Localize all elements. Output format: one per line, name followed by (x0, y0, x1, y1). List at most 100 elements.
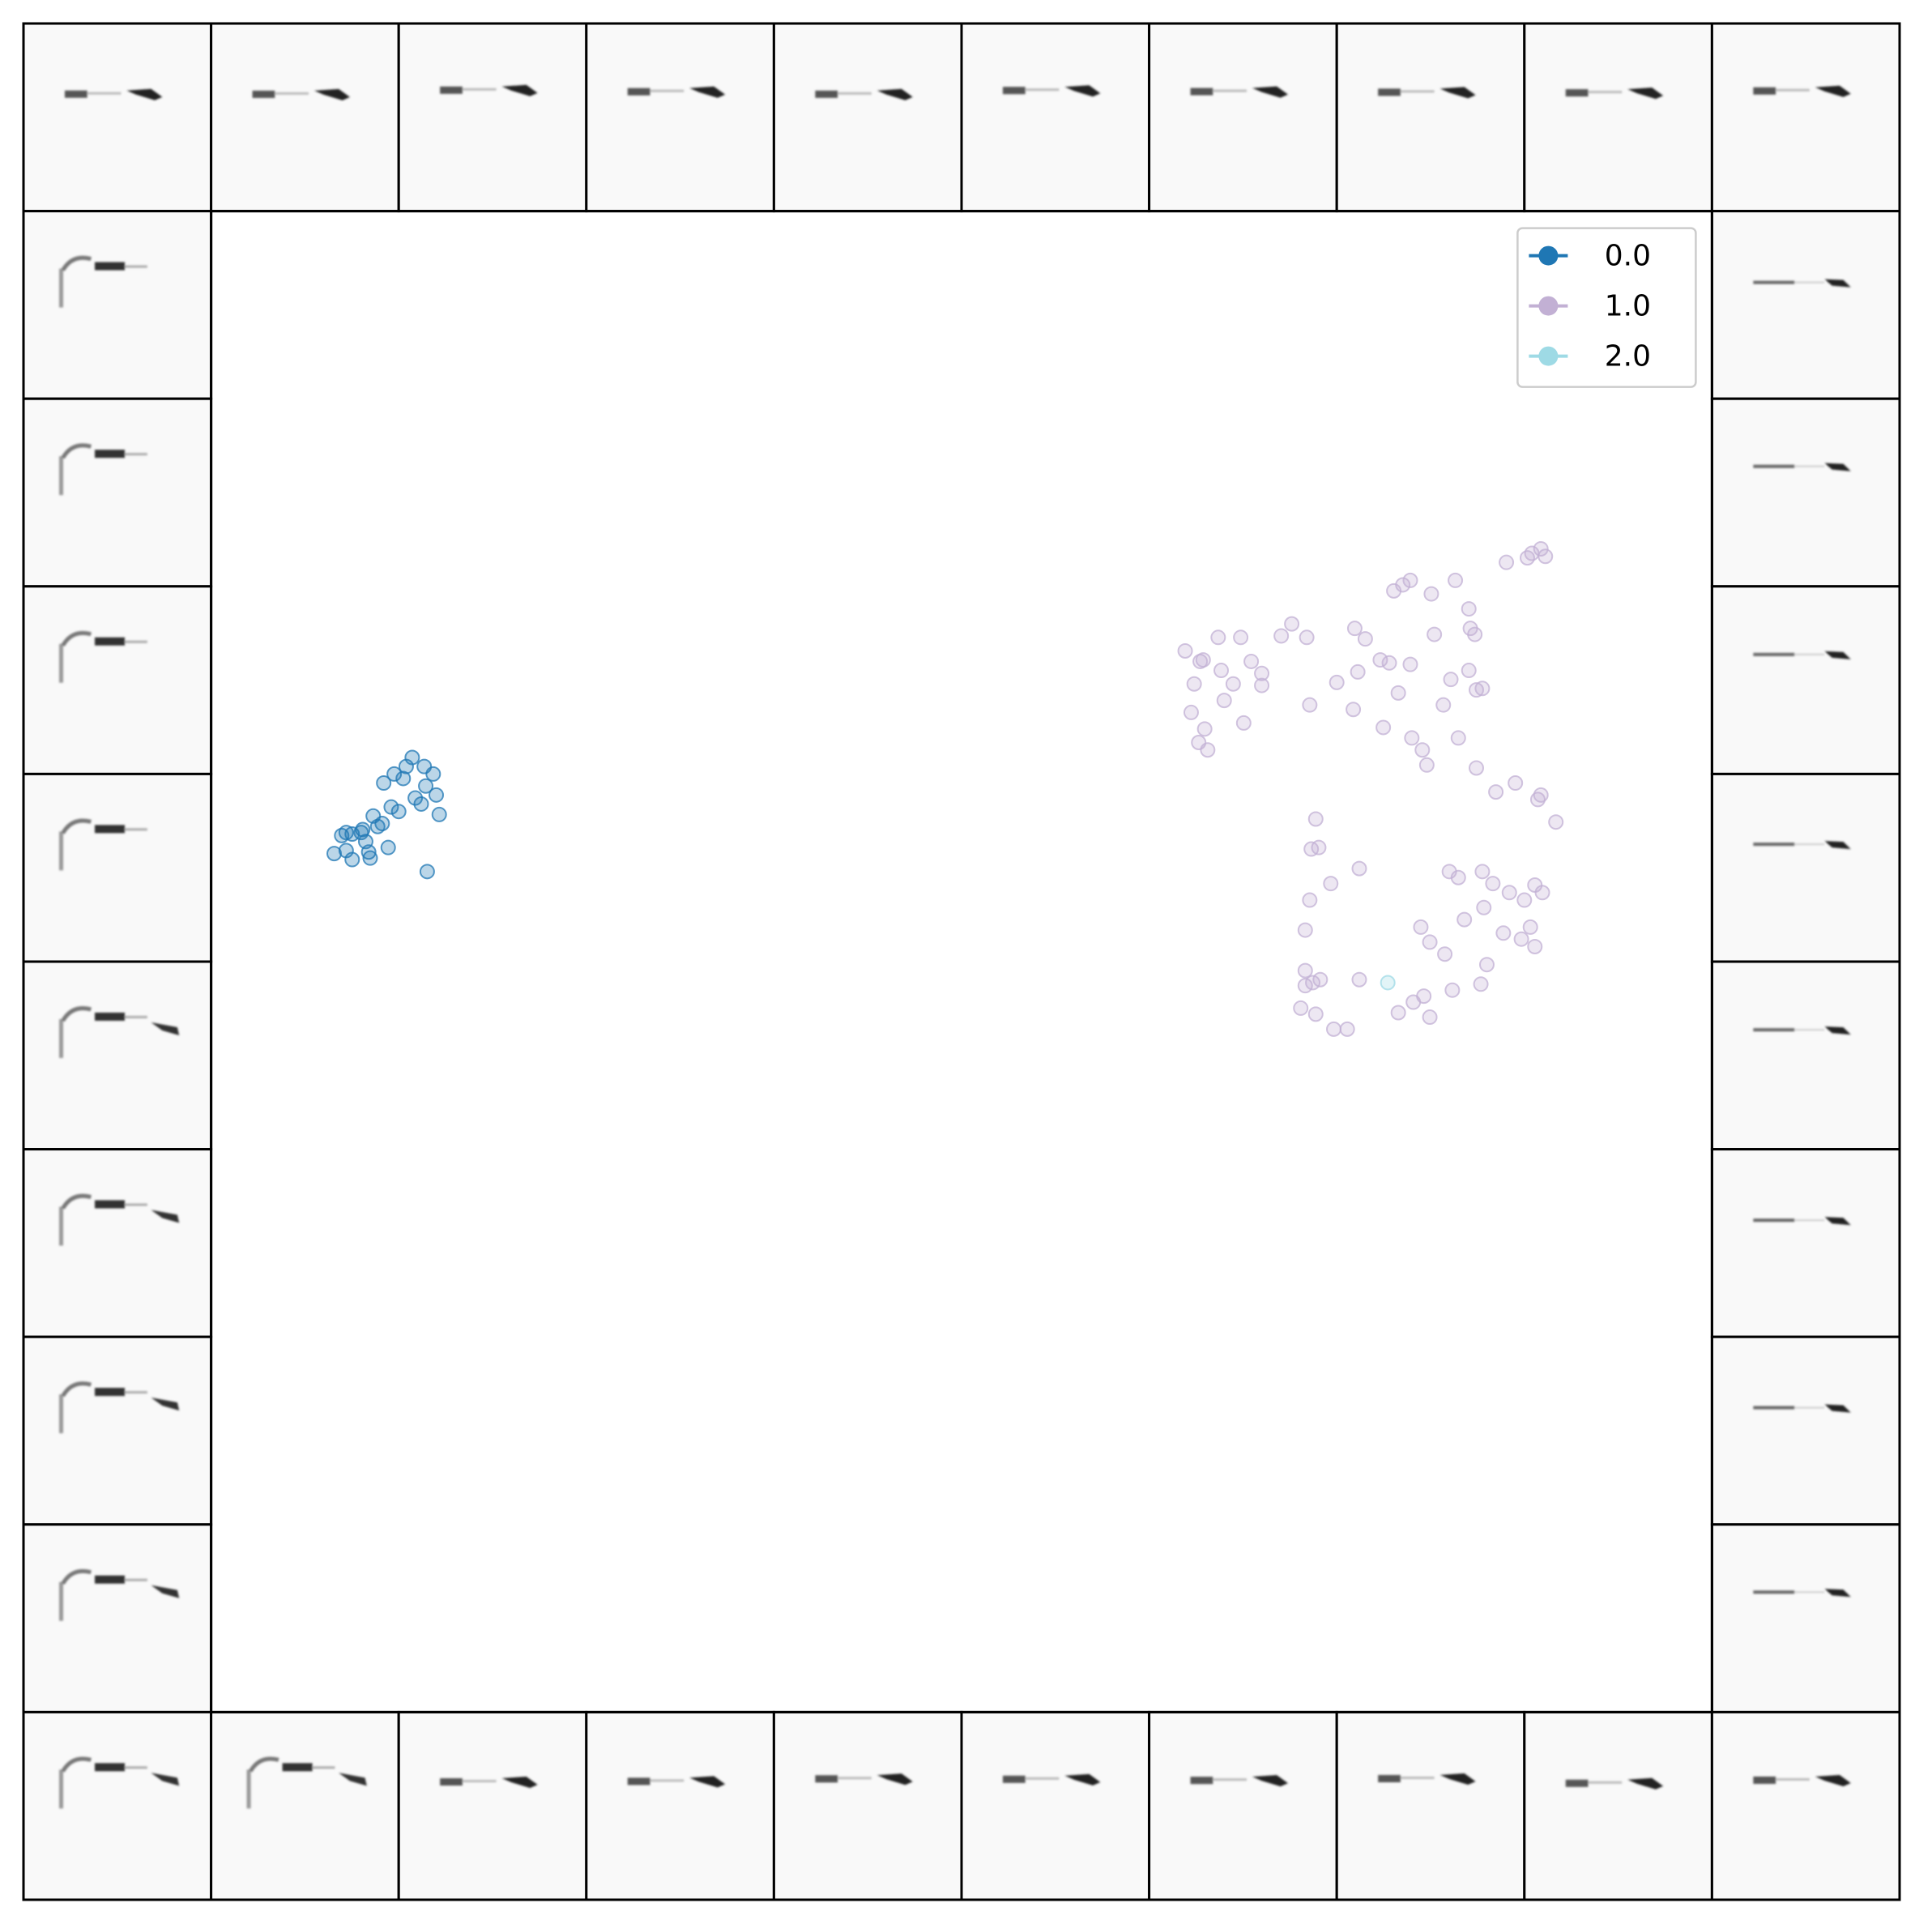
legend-box (1516, 227, 1697, 388)
scatter-point-1-76 (1495, 925, 1512, 941)
scatter-point-0-26 (390, 804, 407, 820)
series-2 (1380, 975, 1396, 991)
scatter-point-1-69 (1485, 876, 1501, 892)
scatter-point-0-5 (380, 839, 396, 855)
thumbnail-0-0 (22, 22, 213, 213)
scatter-point-1-40 (1186, 676, 1202, 692)
scatter-point-1-17 (1372, 652, 1388, 668)
scatter-point-1-86 (1293, 1000, 1309, 1016)
scatter-point-1-59 (1548, 814, 1564, 830)
thumbnail-0-6 (1148, 22, 1338, 213)
thumbnail-7-0 (22, 1335, 213, 1526)
legend-label: 1.0 (1605, 290, 1651, 323)
scatter-point-1-68 (1474, 864, 1491, 880)
scatter-point-1-99 (1413, 919, 1429, 935)
scatter-point-1-26 (1233, 629, 1249, 646)
scatter-point-1-45 (1216, 693, 1232, 709)
scatter-point-1-63 (1351, 860, 1367, 877)
scatter-point-1-85 (1351, 971, 1367, 988)
scatter-point-1-75 (1456, 911, 1473, 928)
scatter-point-1-81 (1297, 962, 1313, 979)
scatter-point-0-27 (369, 818, 386, 834)
scatter-point-1-11 (1357, 631, 1373, 647)
thumbnail-9-3 (585, 1710, 775, 1901)
scatter-point-1-18 (1461, 663, 1477, 679)
scatter-point-1-93 (1416, 988, 1432, 1005)
series-0 (326, 749, 447, 880)
scatter-point-1-27 (1243, 653, 1260, 669)
scatter-point-1-4 (1499, 554, 1515, 570)
scatter-point-1-41 (1225, 676, 1241, 692)
legend-marker (1538, 296, 1559, 316)
scatter-point-1-87 (1307, 1006, 1324, 1022)
thumbnail-0-8 (1523, 22, 1713, 213)
scatter-point-1-2 (1537, 548, 1554, 565)
scatter-point-1-13 (1461, 601, 1477, 617)
scatter-point-1-38 (1435, 697, 1452, 713)
scatter-point-1-36 (1390, 685, 1406, 701)
scatter-point-1-20 (1443, 672, 1459, 688)
scatter-point-1-29 (1254, 677, 1270, 693)
scatter-point-0-15 (386, 766, 403, 782)
scatter-point-1-97 (1437, 946, 1453, 962)
scatter-point-1-3 (1520, 550, 1536, 566)
scatter-point-1-6 (1395, 577, 1411, 593)
thumbnail-6-0 (22, 1148, 213, 1338)
scatter-point-1-90 (1390, 1005, 1406, 1021)
scatter-point-1-52 (1404, 730, 1420, 746)
scatter-point-1-21 (1284, 616, 1300, 632)
scatter-point-1-95 (1473, 976, 1489, 992)
scatter-point-0-29 (338, 843, 354, 859)
thumbnail-0-9 (1710, 22, 1901, 213)
thumbnail-9-5 (960, 1710, 1151, 1901)
scatter-point-1-96 (1478, 957, 1495, 973)
scatter-point-1-31 (1329, 674, 1345, 690)
scatter-point-0-22 (429, 787, 445, 803)
thumbnail-border (22, 22, 1901, 1901)
thumbnail-2-0 (22, 397, 213, 588)
scatter-point-0-6 (362, 850, 378, 866)
thumbnail-2-9 (1710, 397, 1901, 588)
outer-frame (22, 22, 1901, 1901)
scatter-point-1-9 (1448, 572, 1464, 588)
scatter-point-0-23 (413, 796, 429, 812)
scatter-point-0-10 (383, 799, 399, 815)
scatter-point-1-48 (1200, 742, 1216, 758)
thumbnail-9-1 (210, 1710, 400, 1901)
thumbnail-9-8 (1523, 1710, 1713, 1901)
scatter-point-0-14 (376, 775, 392, 791)
scatter-point-1-30 (1299, 629, 1315, 646)
scatter-point-0-25 (407, 790, 424, 806)
scatter-point-0-0 (326, 846, 343, 862)
scatter-point-1-77 (1513, 931, 1529, 947)
scatter-point-1-8 (1423, 586, 1439, 602)
legend-label: 0.0 (1605, 240, 1651, 273)
scatter-point-1-35 (1381, 655, 1397, 671)
scatter-point-1-1 (1533, 540, 1549, 557)
inner-frame (210, 210, 1713, 1713)
thumbnail-9-2 (397, 1710, 588, 1901)
thumbnail-4-9 (1710, 772, 1901, 963)
thumbnail-0-5 (960, 22, 1151, 213)
thumbnail-9-7 (1335, 1710, 1526, 1901)
scatter-point-1-80 (1297, 922, 1313, 938)
scatter-point-1-74 (1476, 899, 1492, 915)
scatter-point-1-28 (1254, 665, 1270, 681)
scatter-point-1-64 (1323, 876, 1339, 892)
scatter-point-1-25 (1210, 629, 1226, 646)
scatter-point-1-58 (1533, 787, 1549, 803)
scatter-point-1-62 (1311, 839, 1327, 855)
scatter-point-1-34 (1346, 702, 1362, 718)
legend-entry-1: 1.0 (1529, 290, 1651, 323)
thumbnail-7-9 (1710, 1335, 1901, 1526)
thumbnail-6-9 (1710, 1148, 1901, 1338)
thumbnail-9-9 (1710, 1710, 1901, 1901)
thumbnail-9-4 (772, 1710, 963, 1901)
scatter-point-1-43 (1183, 704, 1199, 720)
legend-label: 2.0 (1605, 340, 1651, 373)
scatter-point-1-55 (1488, 784, 1504, 800)
thumbnail-0-7 (1335, 22, 1526, 213)
scatter-point-1-51 (1418, 757, 1435, 773)
plot-area (326, 540, 1564, 1037)
